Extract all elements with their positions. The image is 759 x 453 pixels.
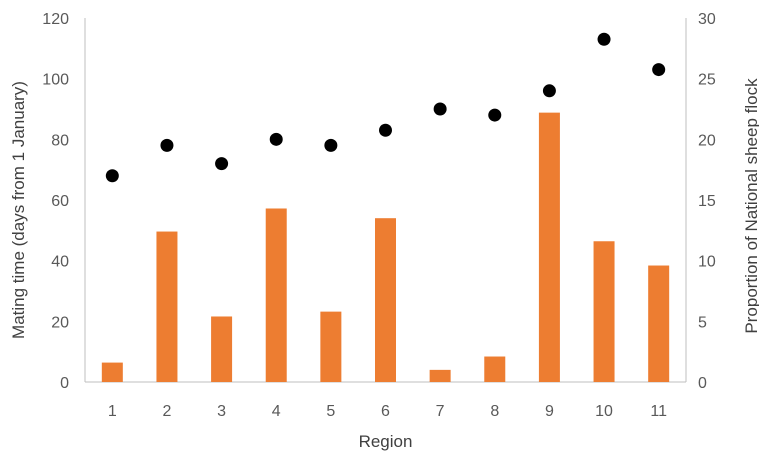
y-left-tick-label: 120	[42, 11, 69, 28]
y-left-tick-label: 40	[51, 254, 69, 271]
y-right-tick-label: 15	[698, 193, 716, 210]
bar-region-1	[101, 362, 123, 382]
y-axis-left-title: Mating time (days from 1 January)	[9, 81, 28, 339]
bar-region-6	[375, 218, 396, 382]
bar-region-7	[429, 369, 451, 382]
y-left-tick-label: 0	[60, 375, 69, 392]
bar-region-5	[320, 311, 342, 382]
point-region-3	[215, 157, 229, 171]
bar-region-8	[484, 356, 506, 382]
y-right-tick-label: 10	[698, 254, 716, 271]
y-left-tick-label: 100	[42, 72, 69, 89]
point-region-1	[105, 169, 119, 183]
x-tick-label: 6	[381, 403, 390, 420]
x-tick-label: 11	[650, 403, 667, 420]
point-region-11	[652, 63, 666, 77]
point-region-9	[542, 84, 556, 98]
y-right-tick-label: 0	[698, 375, 707, 392]
y-left-tick-label: 20	[51, 314, 69, 331]
bar-region-2	[156, 231, 178, 382]
x-tick-label: 7	[436, 403, 445, 420]
y-right-tick-label: 25	[698, 72, 716, 89]
point-region-10	[597, 32, 611, 46]
bar-region-4	[265, 208, 287, 382]
y-right-tick-label: 5	[698, 314, 707, 331]
x-tick-label: 10	[595, 403, 613, 420]
point-region-6	[379, 123, 392, 137]
y-left-tick-label: 80	[51, 132, 69, 149]
point-region-4	[269, 132, 283, 146]
plot-area: 0 20 40 60 80 100 120 0 5 10 15 20 25 30 1 2 3 4 5 6 7 8 9 10 11…	[9, 11, 759, 451]
point-region-2	[160, 138, 174, 152]
y-right-tick-label: 30	[698, 11, 716, 28]
x-tick-label: 4	[272, 403, 281, 420]
bar-region-3	[211, 316, 233, 382]
x-tick-label: 9	[545, 403, 554, 420]
point-region-7	[433, 102, 447, 116]
point-region-5	[324, 138, 338, 152]
bar-region-10	[593, 241, 615, 382]
x-tick-label: 5	[326, 403, 335, 420]
x-axis-title: Region	[359, 432, 413, 451]
x-tick-label: 2	[163, 403, 172, 420]
y-right-tick-label: 20	[698, 132, 716, 149]
bar-region-11	[648, 265, 670, 382]
y-axis-right-title: Proportion of National sheep flock	[742, 78, 759, 334]
bar-region-9	[538, 112, 560, 382]
y-left-tick-label: 60	[51, 193, 69, 210]
x-tick-label: 3	[217, 403, 226, 420]
point-region-8	[488, 108, 502, 122]
x-tick-label: 8	[490, 403, 499, 420]
x-tick-label: 1	[108, 403, 117, 420]
